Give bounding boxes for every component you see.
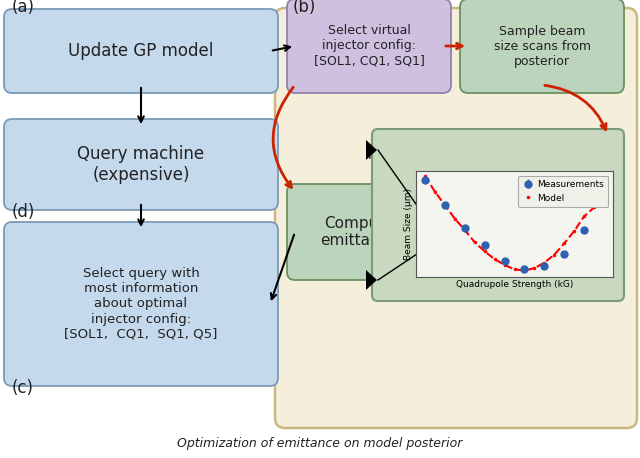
FancyBboxPatch shape xyxy=(287,0,451,93)
Line: Model: Model xyxy=(423,174,606,273)
FancyBboxPatch shape xyxy=(4,9,278,93)
Model xyxy=(451,216,459,221)
Model xyxy=(511,267,518,272)
Text: Update GP model: Update GP model xyxy=(68,42,214,60)
FancyBboxPatch shape xyxy=(372,129,624,301)
Text: Iterate until optimal
injector config (with lowest
emittance) is found: Iterate until optimal injector config (w… xyxy=(368,132,556,178)
Model xyxy=(431,189,439,194)
Model xyxy=(570,228,578,234)
Model xyxy=(441,202,449,208)
Text: Query machine
(expensive): Query machine (expensive) xyxy=(77,145,205,184)
Model xyxy=(520,268,528,273)
FancyBboxPatch shape xyxy=(460,0,624,93)
X-axis label: Quadrupole Strength (kG): Quadrupole Strength (kG) xyxy=(456,280,573,289)
Model xyxy=(471,240,479,245)
FancyBboxPatch shape xyxy=(287,184,431,280)
Model xyxy=(461,227,468,233)
Text: Optimization of emittance on model posterior: Optimization of emittance on model poste… xyxy=(177,437,463,451)
Model xyxy=(531,266,538,271)
Model xyxy=(600,196,608,201)
Text: (a): (a) xyxy=(12,0,35,16)
Polygon shape xyxy=(366,140,377,160)
Text: (d): (d) xyxy=(12,203,35,221)
Model xyxy=(500,262,508,267)
FancyBboxPatch shape xyxy=(4,119,278,210)
FancyBboxPatch shape xyxy=(275,8,637,428)
Legend: Measurements, Model: Measurements, Model xyxy=(518,175,609,207)
FancyBboxPatch shape xyxy=(4,222,278,386)
Text: Compute
emittance: Compute emittance xyxy=(320,216,398,248)
Model xyxy=(580,213,588,219)
Model xyxy=(541,260,548,265)
Text: (c): (c) xyxy=(12,379,34,397)
Y-axis label: Beam Size (μm): Beam Size (μm) xyxy=(404,188,413,260)
Model xyxy=(421,173,429,179)
Model xyxy=(481,249,488,254)
Text: Select virtual
injector config:
[SOL1, CQ1, SQ1]: Select virtual injector config: [SOL1, C… xyxy=(314,24,424,67)
Text: Sample beam
size scans from
posterior: Sample beam size scans from posterior xyxy=(493,24,591,67)
Polygon shape xyxy=(366,270,377,290)
Model xyxy=(550,252,558,257)
Text: Select query with
most information
about optimal
injector config:
[SOL1,  CQ1,  : Select query with most information about… xyxy=(64,267,218,340)
Model xyxy=(561,241,568,246)
Model xyxy=(491,256,499,262)
Model xyxy=(590,205,598,210)
Text: (b): (b) xyxy=(293,0,316,16)
